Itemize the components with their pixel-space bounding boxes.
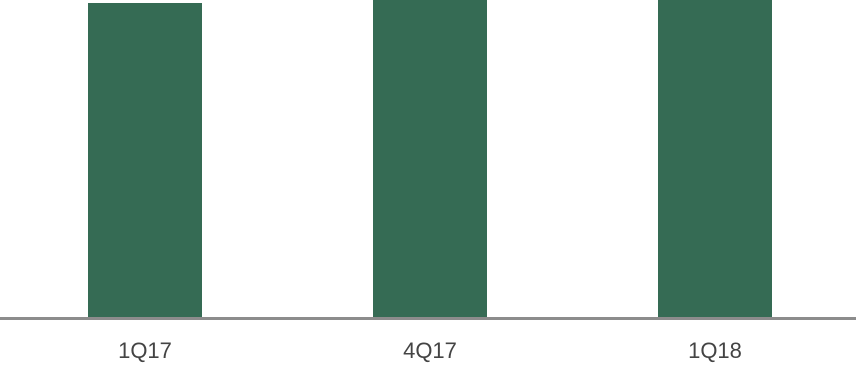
- bar-4q17: [373, 0, 487, 318]
- x-tick-labels-layer: 1Q17 4Q17 1Q18: [118, 338, 742, 363]
- x-tick-label-1q17: 1Q17: [118, 338, 172, 363]
- bar-1q17: [88, 3, 202, 318]
- bars-layer: [88, 0, 772, 318]
- x-tick-label-4q17: 4Q17: [403, 338, 457, 363]
- x-tick-label-1q18: 1Q18: [688, 338, 742, 363]
- bar-1q18: [658, 0, 772, 318]
